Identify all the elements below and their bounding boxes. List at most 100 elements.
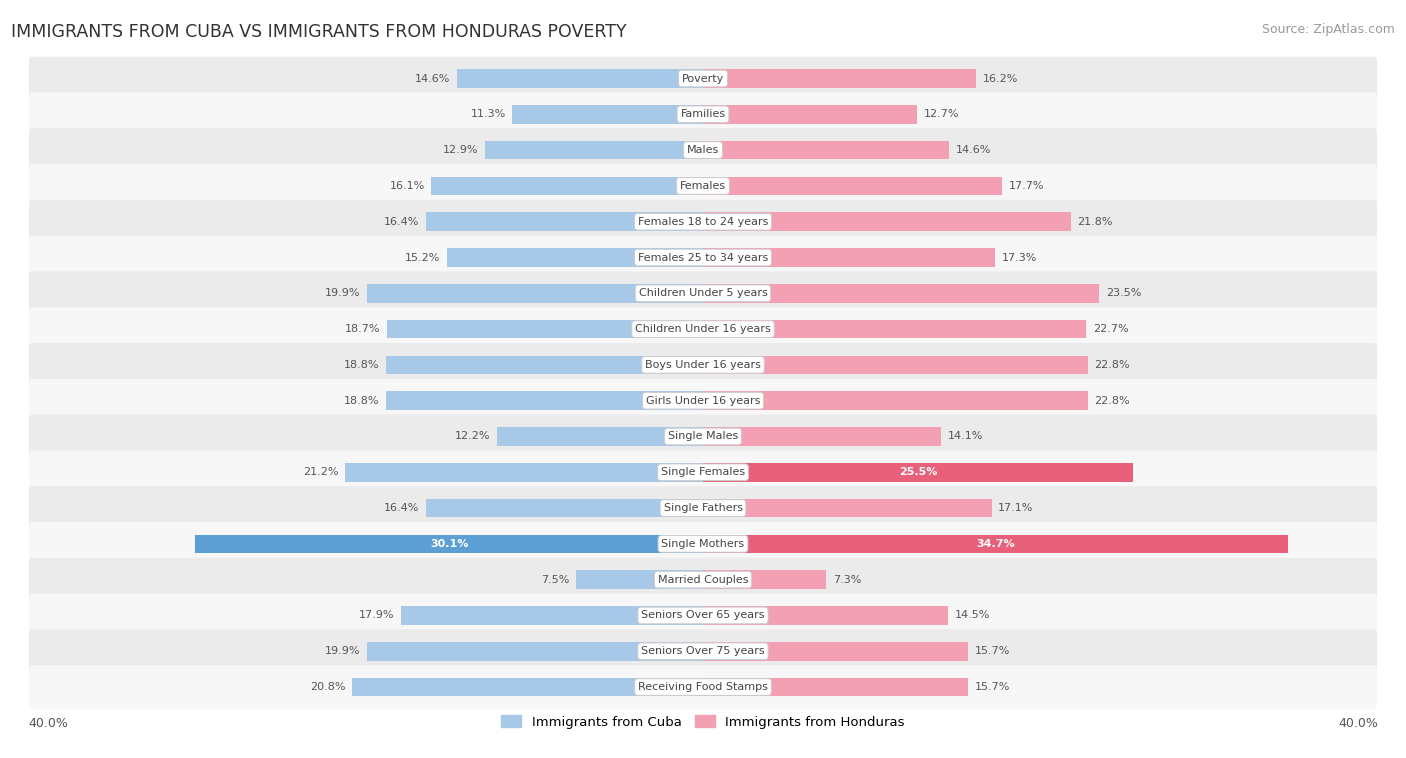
Bar: [447, 248, 703, 267]
Text: 40.0%: 40.0%: [1339, 718, 1378, 731]
Text: 18.7%: 18.7%: [346, 324, 381, 334]
FancyBboxPatch shape: [30, 379, 1376, 422]
Bar: [703, 428, 941, 446]
Text: Single Females: Single Females: [661, 467, 745, 478]
Text: Females 25 to 34 years: Females 25 to 34 years: [638, 252, 768, 262]
Text: 7.5%: 7.5%: [541, 575, 569, 584]
Text: 12.9%: 12.9%: [443, 145, 478, 155]
Text: Married Couples: Married Couples: [658, 575, 748, 584]
FancyBboxPatch shape: [30, 128, 1376, 172]
Text: 19.9%: 19.9%: [325, 647, 360, 656]
Bar: [703, 177, 1001, 196]
FancyBboxPatch shape: [30, 629, 1376, 673]
Text: 14.6%: 14.6%: [956, 145, 991, 155]
Text: 22.8%: 22.8%: [1094, 396, 1130, 406]
Text: 15.7%: 15.7%: [974, 647, 1010, 656]
Text: Females 18 to 24 years: Females 18 to 24 years: [638, 217, 768, 227]
Text: 14.5%: 14.5%: [955, 610, 990, 621]
Text: 23.5%: 23.5%: [1107, 288, 1142, 299]
Bar: [703, 69, 976, 88]
FancyBboxPatch shape: [30, 666, 1376, 709]
FancyBboxPatch shape: [30, 57, 1376, 100]
Bar: [703, 391, 1088, 410]
Bar: [426, 212, 703, 231]
Text: Single Males: Single Males: [668, 431, 738, 441]
Text: 12.2%: 12.2%: [456, 431, 491, 441]
Text: Children Under 5 years: Children Under 5 years: [638, 288, 768, 299]
Text: Single Mothers: Single Mothers: [661, 539, 745, 549]
Text: Families: Families: [681, 109, 725, 119]
Bar: [426, 499, 703, 518]
Bar: [352, 678, 703, 697]
Text: 21.2%: 21.2%: [304, 467, 339, 478]
Text: Females: Females: [681, 181, 725, 191]
Text: 7.3%: 7.3%: [832, 575, 862, 584]
Text: 19.9%: 19.9%: [325, 288, 360, 299]
Text: 17.3%: 17.3%: [1001, 252, 1038, 262]
FancyBboxPatch shape: [30, 486, 1376, 530]
Text: IMMIGRANTS FROM CUBA VS IMMIGRANTS FROM HONDURAS POVERTY: IMMIGRANTS FROM CUBA VS IMMIGRANTS FROM …: [11, 23, 627, 41]
Text: Boys Under 16 years: Boys Under 16 years: [645, 360, 761, 370]
Text: 20.8%: 20.8%: [309, 682, 346, 692]
Bar: [485, 141, 703, 159]
Text: 40.0%: 40.0%: [28, 718, 67, 731]
Text: Single Fathers: Single Fathers: [664, 503, 742, 513]
Text: 14.6%: 14.6%: [415, 74, 450, 83]
FancyBboxPatch shape: [30, 164, 1376, 208]
Bar: [703, 141, 949, 159]
Text: 18.8%: 18.8%: [343, 396, 380, 406]
FancyBboxPatch shape: [30, 271, 1376, 315]
Text: Seniors Over 65 years: Seniors Over 65 years: [641, 610, 765, 621]
FancyBboxPatch shape: [30, 307, 1376, 351]
Bar: [703, 606, 948, 625]
Text: 11.3%: 11.3%: [471, 109, 506, 119]
FancyBboxPatch shape: [30, 415, 1376, 459]
Bar: [388, 320, 703, 338]
Bar: [703, 105, 917, 124]
FancyBboxPatch shape: [30, 236, 1376, 280]
Text: 16.2%: 16.2%: [983, 74, 1018, 83]
Text: Children Under 16 years: Children Under 16 years: [636, 324, 770, 334]
Bar: [432, 177, 703, 196]
Text: Males: Males: [688, 145, 718, 155]
Bar: [703, 248, 995, 267]
Text: Girls Under 16 years: Girls Under 16 years: [645, 396, 761, 406]
Bar: [576, 570, 703, 589]
Bar: [457, 69, 703, 88]
Text: 17.1%: 17.1%: [998, 503, 1033, 513]
Bar: [703, 642, 967, 660]
Bar: [703, 320, 1085, 338]
Text: 30.1%: 30.1%: [430, 539, 468, 549]
Legend: Immigrants from Cuba, Immigrants from Honduras: Immigrants from Cuba, Immigrants from Ho…: [496, 709, 910, 734]
Text: Poverty: Poverty: [682, 74, 724, 83]
Bar: [703, 570, 827, 589]
Bar: [703, 678, 967, 697]
Bar: [703, 284, 1099, 302]
FancyBboxPatch shape: [30, 594, 1376, 637]
Bar: [498, 428, 703, 446]
Text: 16.4%: 16.4%: [384, 503, 419, 513]
Text: 21.8%: 21.8%: [1077, 217, 1114, 227]
FancyBboxPatch shape: [30, 343, 1376, 387]
FancyBboxPatch shape: [30, 92, 1376, 136]
Text: 15.2%: 15.2%: [405, 252, 440, 262]
Text: Seniors Over 75 years: Seniors Over 75 years: [641, 647, 765, 656]
Text: 17.7%: 17.7%: [1008, 181, 1043, 191]
Bar: [703, 463, 1133, 481]
Text: 14.1%: 14.1%: [948, 431, 983, 441]
Bar: [346, 463, 703, 481]
Text: 17.9%: 17.9%: [359, 610, 394, 621]
Bar: [703, 499, 991, 518]
Bar: [385, 391, 703, 410]
Text: Source: ZipAtlas.com: Source: ZipAtlas.com: [1261, 23, 1395, 36]
Text: Receiving Food Stamps: Receiving Food Stamps: [638, 682, 768, 692]
Bar: [703, 212, 1071, 231]
Text: 25.5%: 25.5%: [898, 467, 938, 478]
Bar: [367, 642, 703, 660]
FancyBboxPatch shape: [30, 200, 1376, 243]
Text: 18.8%: 18.8%: [343, 360, 380, 370]
Text: 16.4%: 16.4%: [384, 217, 419, 227]
FancyBboxPatch shape: [30, 450, 1376, 494]
Bar: [367, 284, 703, 302]
Text: 16.1%: 16.1%: [389, 181, 425, 191]
